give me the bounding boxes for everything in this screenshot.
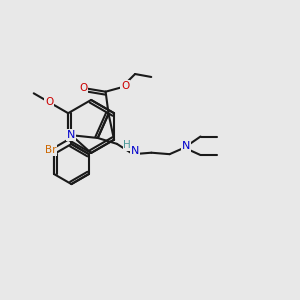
Text: O: O [121,81,130,91]
Text: N: N [130,146,139,156]
Text: O: O [80,83,88,93]
Text: Br: Br [45,145,56,155]
Text: N: N [182,141,190,151]
Text: H: H [123,140,131,150]
Text: O: O [45,97,53,107]
Text: N: N [67,130,76,140]
